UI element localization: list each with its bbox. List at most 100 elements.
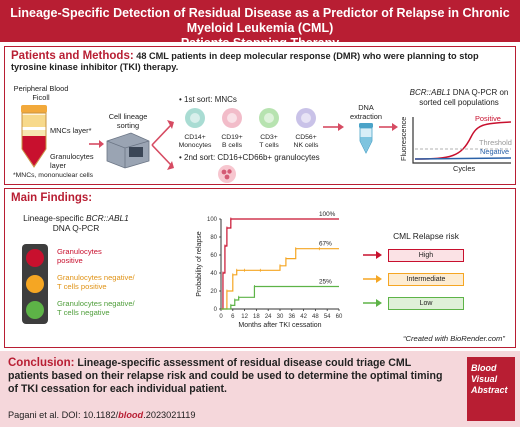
branch-arrows-icon xyxy=(151,120,174,170)
threshold-label: Threshold xyxy=(479,138,512,147)
b-cell-marker: CD19+ xyxy=(221,134,243,141)
qpcr-title-rest: DNA Q-PCR on sorted cell populations xyxy=(419,88,509,107)
cycles-label: Cycles xyxy=(453,164,476,173)
qpcr-title: BCR::ABL1 DNA Q-PCR on sorted cell popul… xyxy=(403,88,515,107)
arrow-to-sorter-icon xyxy=(89,140,104,148)
risk-arrows-icon xyxy=(363,251,382,307)
b-cell-group: CD19+ B cells xyxy=(214,107,250,149)
y-tick-label: 80 xyxy=(210,235,217,241)
km-axis-lines xyxy=(220,219,339,310)
x-tick-label: 60 xyxy=(336,314,343,320)
monocyte-cell-name: Monocytes xyxy=(178,141,212,149)
citation-pre: Pagani et al. DOI: 10.1182/ xyxy=(8,410,119,420)
granulocyte-cell-icon xyxy=(218,165,236,183)
patients-methods-text: 48 CML patients in deep molecular respon… xyxy=(11,51,479,72)
x-tick-label: 54 xyxy=(324,314,331,320)
blood-ficoll-label: Peripheral Blood Ficoll xyxy=(13,84,69,102)
granulocytes-layer-label: Granulocytes layer xyxy=(50,152,94,170)
biorender-credit: “Created with BioRender.com” xyxy=(403,334,505,343)
relapse-curve-chart: 0 20 40 60 80 100 0 6 12 18 24 30 36 42 48 54 60 Months a… xyxy=(196,211,343,329)
km-series-2-line xyxy=(221,285,339,310)
x-tick-label: 30 xyxy=(277,314,284,320)
patients-methods-label: Patients and Methods: xyxy=(11,50,134,62)
x-tick-label: 24 xyxy=(265,314,272,320)
km-series-1-label: 67% xyxy=(319,241,332,248)
legend-2-line2: T cells negative xyxy=(57,308,110,317)
lineage-title-part1: Lineage-specific xyxy=(23,213,87,223)
x-axis-label: Months after TKI cessation xyxy=(238,322,321,329)
legend-1-line1: Granulocytes negative/ xyxy=(57,273,135,282)
x-tick-label: 6 xyxy=(231,314,235,320)
y-tick-label: 40 xyxy=(210,271,217,277)
lineage-title-part2: DNA Q-PCR xyxy=(52,223,100,233)
ficoll-tube-icon xyxy=(21,105,47,168)
risk-high-box: High xyxy=(388,249,464,262)
citation: Pagani et al. DOI: 10.1182/blood.2023021… xyxy=(8,410,195,420)
main-findings-panel: Main Findings: Lineage-specific BCR::ABL… xyxy=(4,188,516,348)
risk-intermediate-box: Intermediate xyxy=(388,273,464,286)
mnc-footnote: *MNCs, mononuclear cells xyxy=(13,172,94,179)
km-series-2-label: 25% xyxy=(319,279,332,286)
x-tick-label: 12 xyxy=(241,314,248,320)
monocyte-cell-icon xyxy=(185,108,205,128)
patients-methods-panel: Patients and Methods: 48 CML patients in… xyxy=(4,46,516,185)
risk-low-box: Low xyxy=(388,297,464,310)
second-sort-label: • 2nd sort: CD16+CD66b+ granulocytes xyxy=(179,153,320,162)
b-cell-name: B cells xyxy=(221,141,243,149)
nk-cell-group: CD56+ NK cells xyxy=(288,107,324,149)
qpcr-amplification-plot xyxy=(412,117,512,164)
x-tick-label: 36 xyxy=(288,314,295,320)
y-tick-label: 100 xyxy=(207,217,218,223)
first-sort-label: • 1st sort: MNCs xyxy=(179,95,237,104)
patients-methods-heading: Patients and Methods: 48 CML patients in… xyxy=(11,50,511,73)
lineage-gene-name: BCR::ABL1 xyxy=(86,213,129,223)
lineage-qpcr-title: Lineage-specific BCR::ABL1 DNA Q-PCR xyxy=(13,213,139,233)
risk-title: CML Relapse risk xyxy=(393,231,459,241)
t-cell-marker: CD3+ xyxy=(260,134,278,141)
dna-tube-icon xyxy=(359,123,373,154)
km-series-0-line xyxy=(221,218,339,310)
legend-item-gran-positive: Granulocytes positive xyxy=(57,247,102,265)
cell-populations: CD14+ Monocytes CD19+ B cells CD3+ T cells CD5… xyxy=(177,107,325,151)
title-banner: Lineage-Specific Detection of Residual D… xyxy=(0,0,520,50)
badge-line-3: Abstract xyxy=(471,385,508,395)
x-tick-label: 48 xyxy=(312,314,319,320)
conclusion-section: Conclusion: Lineage-specific assessment … xyxy=(0,351,520,427)
t-cell-group: CD3+ T cells xyxy=(251,107,287,149)
first-sort-text: 1st sort: MNCs xyxy=(184,95,237,104)
title-line-1: Lineage-Specific Detection of Residual D… xyxy=(10,6,510,35)
fluorescence-axis-label: Fluorescence xyxy=(399,117,409,161)
badge-line-1: Blood xyxy=(471,363,497,373)
nk-cell-name: NK cells xyxy=(293,141,319,149)
y-tick-label: 60 xyxy=(210,253,217,259)
mncs-layer-label: MNCs layer* xyxy=(50,126,92,135)
citation-blood: blood xyxy=(118,410,144,420)
traffic-light-icon xyxy=(22,244,48,324)
citation-post: .2023021119 xyxy=(143,410,196,420)
x-tick-label: 42 xyxy=(300,314,307,320)
monocyte-cell-marker: CD14+ xyxy=(184,134,206,141)
conclusion-label: Conclusion: xyxy=(8,357,75,369)
y-axis-label: Probability of relapse xyxy=(196,231,203,296)
legend-1-line2: T cells positive xyxy=(57,282,107,291)
negative-label: Negative xyxy=(480,147,510,156)
nk-cell-icon xyxy=(296,108,316,128)
monocyte-cell-group: CD14+ Monocytes xyxy=(177,107,213,149)
dna-extraction-label: DNA extraction xyxy=(349,103,383,121)
nk-cell-marker: CD56+ xyxy=(295,134,317,141)
y-tick-label: 20 xyxy=(210,289,217,295)
legend-item-tcell-negative: Granulocytes negative/T cells negative xyxy=(57,299,135,317)
legend-0-line2: positive xyxy=(57,256,83,265)
b-cell-icon xyxy=(222,108,242,128)
x-tick-label: 18 xyxy=(253,314,260,320)
legend-item-tcell-positive: Granulocytes negative/T cells positive xyxy=(57,273,135,291)
positive-label: Positive xyxy=(475,114,501,123)
badge-line-2: Visual xyxy=(471,374,498,384)
conclusion-body: Lineage-specific assessment of residual … xyxy=(8,357,443,395)
x-tick-label: 0 xyxy=(219,314,223,320)
conclusion-text: Conclusion: Lineage-specific assessment … xyxy=(8,357,448,396)
cell-sorter-icon xyxy=(106,132,150,169)
cell-sorting-label: Cell lineage sorting xyxy=(108,112,148,130)
main-findings-title: Main Findings: xyxy=(11,192,93,204)
second-sort-text: 2nd sort: CD16+CD66b+ granulocytes xyxy=(184,153,320,162)
